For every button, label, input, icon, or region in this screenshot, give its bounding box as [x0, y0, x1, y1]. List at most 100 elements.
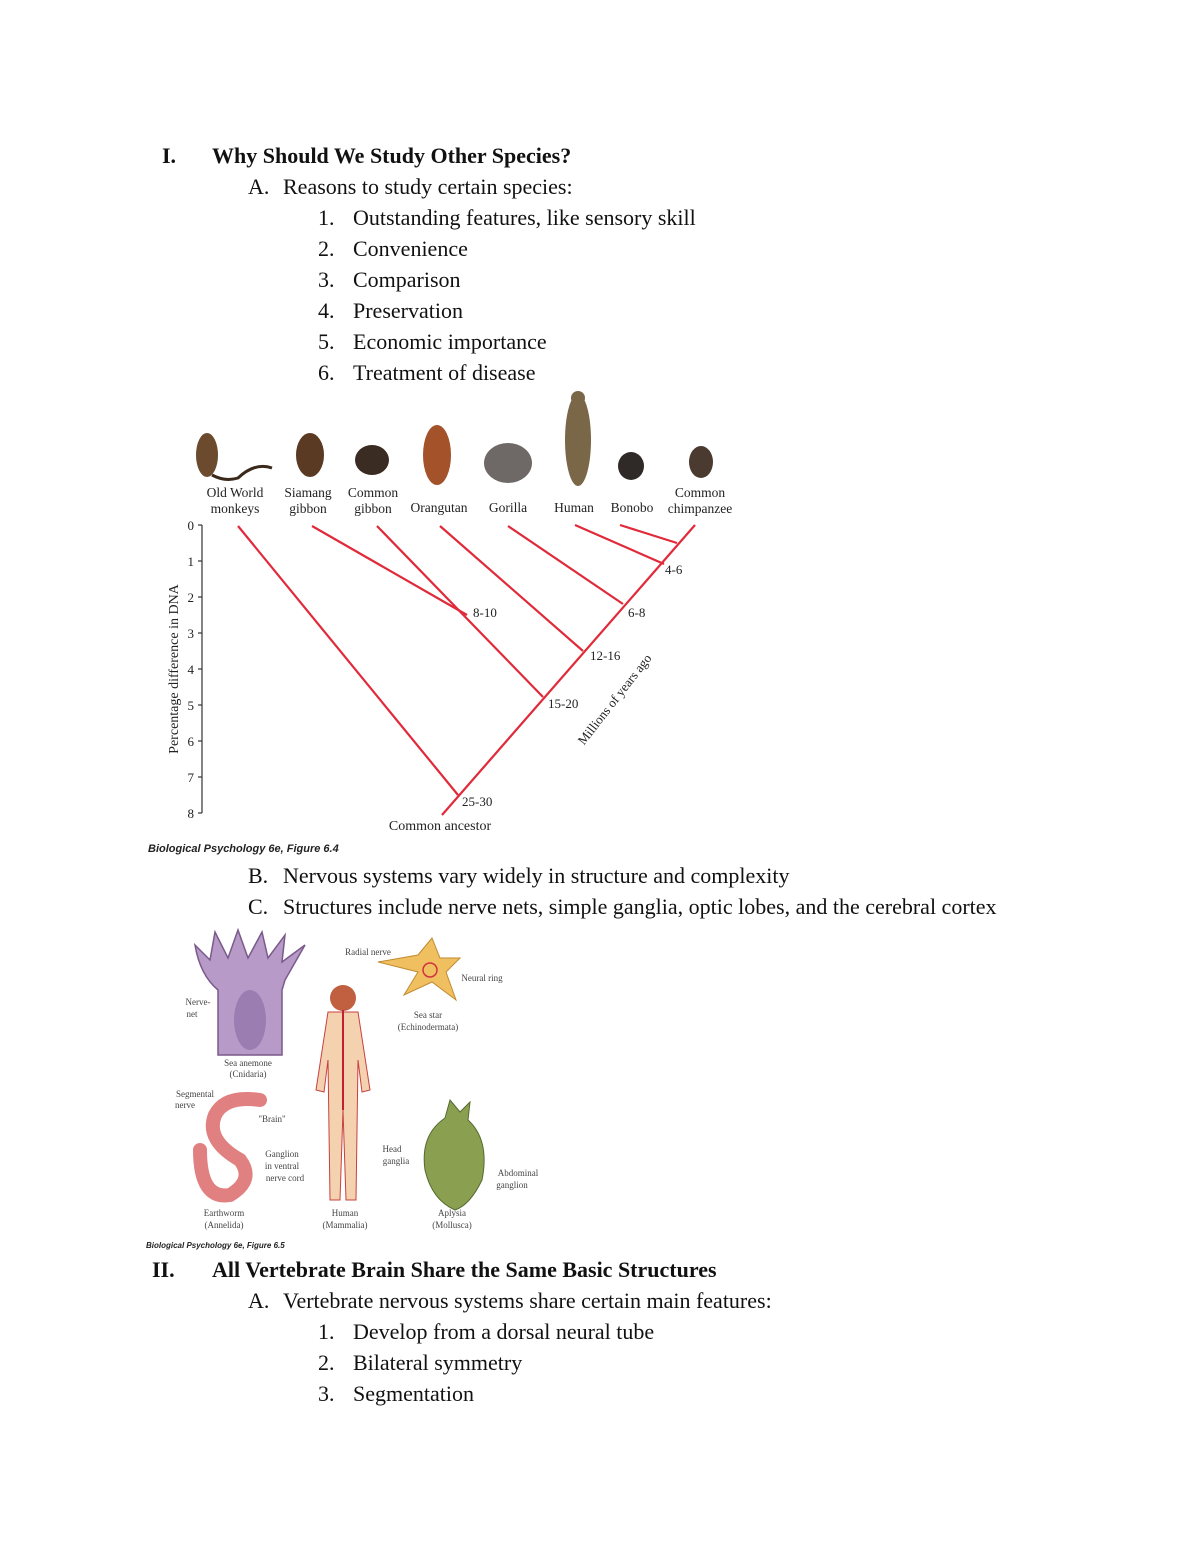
- human-illustration: [565, 391, 591, 486]
- label-brain: "Brain": [258, 1114, 286, 1124]
- figure-caption: Biological Psychology 6e, Figure 6.5: [146, 1241, 285, 1250]
- branch-common-gibbon: [376, 525, 544, 698]
- outline-item-c: Structures include nerve nets, simple ga…: [283, 894, 997, 919]
- branch-orangutan: [439, 525, 584, 652]
- human-nervous-system-illustration: [315, 985, 371, 1201]
- divergence-label: 6-8: [628, 605, 645, 620]
- gorilla-illustration: [484, 443, 532, 483]
- species-label: Common: [675, 485, 726, 500]
- y-axis: [198, 524, 203, 814]
- common-gibbon-illustration: [355, 445, 389, 475]
- label-segmental-nerve: nerve: [175, 1100, 195, 1110]
- label-head-ganglia: Head: [383, 1144, 402, 1154]
- species-label: gibbon: [289, 501, 327, 516]
- list-number: 6.: [318, 360, 335, 385]
- aplysia-illustration: [423, 1098, 485, 1211]
- list-item: Segmentation: [353, 1381, 474, 1406]
- branch-gorilla: [507, 525, 624, 605]
- label-aplysia: Aplysia: [438, 1208, 466, 1218]
- list-number: 3.: [318, 267, 335, 292]
- chimpanzee-illustration: [689, 446, 713, 478]
- label-segmental-nerve: Segmental: [176, 1089, 214, 1099]
- label-sea-star: Sea star: [414, 1010, 442, 1020]
- outline-letter: B.: [248, 863, 269, 888]
- section-1-numeral: I.: [162, 143, 177, 168]
- time-axis-label: Millions of years ago: [574, 651, 654, 748]
- y-tick-label: 2: [188, 590, 195, 605]
- y-tick-label: 3: [188, 626, 195, 641]
- siamang-gibbon-illustration: [296, 433, 324, 477]
- species-label: Orangutan: [411, 500, 468, 515]
- label-human: (Mammalia): [323, 1220, 368, 1230]
- species-label: Siamang: [284, 485, 331, 500]
- nervous-systems-figure: Nerve- net Sea anemone (Cnidaria) Radial…: [146, 927, 539, 1250]
- branch-siamang-gibbon: [311, 525, 468, 616]
- label-nerve-net: net: [187, 1009, 198, 1019]
- list-number: 2.: [318, 236, 335, 261]
- list-item: Convenience: [353, 236, 468, 261]
- sea-star-illustration: [377, 937, 462, 1002]
- label-aplysia: (Mollusca): [432, 1220, 472, 1230]
- section-2-heading: All Vertebrate Brain Share the Same Basi…: [212, 1257, 717, 1282]
- list-number: 3.: [318, 1381, 335, 1406]
- outline-letter: A.: [248, 1288, 270, 1313]
- outline-item-b: Nervous systems vary widely in structure…: [283, 863, 790, 888]
- list-item: Treatment of disease: [353, 360, 536, 385]
- label-sea-star: (Echinodermata): [398, 1022, 458, 1032]
- species-label: Human: [554, 500, 594, 515]
- phylogeny-branches: [237, 523, 696, 816]
- label-radial-nerve: Radial nerve: [345, 947, 391, 957]
- y-tick-label: 0: [188, 518, 195, 533]
- label-earthworm: (Annelida): [205, 1220, 244, 1230]
- species-label: Common: [348, 485, 399, 500]
- species-label: gibbon: [354, 501, 392, 516]
- y-tick-label: 8: [188, 806, 195, 821]
- y-tick-label: 5: [188, 698, 195, 713]
- list-number: 4.: [318, 298, 335, 323]
- label-abdominal-ganglion: Abdominal: [498, 1168, 539, 1178]
- list-number: 1.: [318, 205, 335, 230]
- branch-bonobo: [619, 523, 678, 545]
- species-label: chimpanzee: [668, 501, 732, 516]
- divergence-label: 8-10: [473, 605, 497, 620]
- outline-letter: C.: [248, 894, 269, 919]
- list-item: Comparison: [353, 267, 461, 292]
- label-sea-anemone: Sea anemone: [224, 1058, 272, 1068]
- list-item: Develop from a dorsal neural tube: [353, 1319, 655, 1344]
- label-sea-anemone: (Cnidaria): [230, 1069, 267, 1079]
- branch-old-world-monkeys: [237, 525, 459, 796]
- divergence-label: 4-6: [665, 562, 683, 577]
- earthworm-illustration: [193, 1092, 267, 1203]
- list-item: Economic importance: [353, 329, 547, 354]
- divergence-label: 12-16: [590, 648, 621, 663]
- root-label: Common ancestor: [389, 819, 492, 834]
- y-tick-label: 6: [188, 734, 195, 749]
- label-ganglion: nerve cord: [266, 1173, 305, 1183]
- species-label: Gorilla: [489, 500, 527, 515]
- label-neural-ring: Neural ring: [461, 973, 503, 983]
- label-ganglion: in ventral: [265, 1161, 300, 1171]
- outline-item-a: Vertebrate nervous systems share certain…: [283, 1288, 772, 1313]
- label-head-ganglia: ganglia: [383, 1156, 410, 1166]
- list-item: Outstanding features, like sensory skill: [353, 205, 696, 230]
- divergence-label: 15-20: [548, 696, 578, 711]
- primate-phylogeny-figure: Old World monkeys Siamang gibbon Common …: [148, 391, 732, 855]
- label-human: Human: [332, 1208, 359, 1218]
- orangutan-illustration: [423, 425, 451, 485]
- bonobo-illustration: [618, 452, 644, 480]
- old-world-monkey-illustration: [196, 433, 273, 481]
- branch-human: [574, 523, 665, 566]
- divergence-label: 25-30: [462, 794, 492, 809]
- section-2-numeral: II.: [152, 1257, 175, 1282]
- sea-anemone-illustration: [193, 927, 306, 1056]
- y-tick-label: 1: [188, 554, 195, 569]
- figure-caption: Biological Psychology 6e, Figure 6.4: [148, 843, 339, 855]
- label-abdominal-ganglion: ganglion: [496, 1180, 528, 1190]
- list-number: 2.: [318, 1350, 335, 1375]
- label-ganglion: Ganglion: [265, 1149, 299, 1159]
- label-nerve-net: Nerve-: [186, 997, 211, 1007]
- outline-letter: A.: [248, 174, 270, 199]
- list-number: 5.: [318, 329, 335, 354]
- section-1-heading: Why Should We Study Other Species?: [212, 143, 572, 168]
